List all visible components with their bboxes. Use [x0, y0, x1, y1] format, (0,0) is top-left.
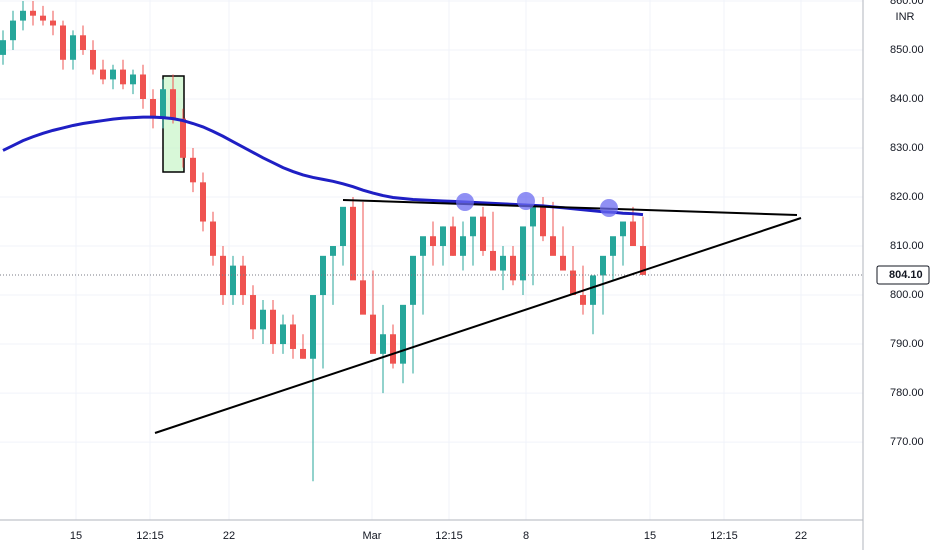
candle-body [210, 221, 216, 256]
candle-body [520, 226, 526, 281]
candle-body [470, 216, 476, 237]
resistance-line [342, 199, 798, 216]
x-tick-label: 22 [795, 530, 807, 542]
y-tick-label: 780.00 [890, 387, 924, 399]
last-price-tag [876, 265, 930, 285]
candle-body [620, 221, 626, 237]
y-tick-label: 810.00 [890, 240, 924, 252]
x-tick-label: 15 [644, 530, 656, 542]
candle-body [120, 69, 126, 85]
candle-body [0, 40, 6, 55]
y-tick-label: 800.00 [890, 289, 924, 301]
candle-body [580, 295, 586, 305]
candle-body [550, 236, 556, 256]
candle-body [290, 324, 296, 349]
candle-body [370, 314, 376, 354]
candle-body [280, 324, 286, 345]
candle-body [390, 334, 396, 364]
candle-body [270, 309, 276, 345]
x-tick-label: 12:15 [710, 530, 738, 542]
candle-body [530, 206, 536, 227]
candle-body [90, 49, 96, 70]
candle-body [510, 255, 516, 281]
candle-body [640, 246, 646, 275]
candle-body [590, 275, 596, 305]
axes: 770.00 780.00 790.00 800.00 810.00 820.00 830.… [70, 0, 930, 542]
candle-body [180, 118, 186, 158]
candle-body [140, 74, 146, 100]
touch-point [600, 199, 618, 217]
candle-body [360, 280, 366, 315]
y-tick-label: 790.00 [890, 338, 924, 350]
candle-body [430, 236, 436, 247]
candle-body [160, 89, 166, 119]
candle-body [560, 255, 566, 271]
touch-point [517, 192, 535, 210]
candle-body [600, 255, 606, 276]
candle-body [330, 246, 336, 256]
candle-body [320, 255, 326, 296]
candle-body [170, 89, 176, 119]
candle-body [100, 69, 106, 80]
x-tick-label: 15 [70, 530, 82, 542]
candle-body [260, 309, 266, 330]
candle-body [540, 206, 546, 237]
candle-body [350, 206, 356, 281]
currency-label: INR [896, 11, 915, 23]
y-tick-label: 860.00 [890, 0, 924, 7]
y-tick-label: 770.00 [890, 436, 924, 448]
x-tick-label: 8 [523, 530, 529, 542]
candle-body [200, 182, 206, 222]
candle-body [240, 265, 246, 296]
candle-body [300, 348, 306, 359]
candle-body [10, 20, 16, 41]
candle-body [420, 236, 426, 256]
candle-body [150, 99, 156, 119]
candle-body [480, 216, 486, 251]
x-tick-label: 22 [223, 530, 235, 542]
candle-body [340, 206, 346, 247]
candle-body [630, 221, 636, 247]
candle-body [190, 157, 196, 183]
candle-body [440, 226, 446, 247]
candle-body [230, 265, 236, 296]
last-price-label: 804.10 [889, 269, 923, 281]
touch-point [456, 193, 474, 211]
x-tick-label: Mar [363, 530, 382, 542]
candle-body [450, 226, 456, 256]
candle-body [130, 74, 136, 85]
candle-body [380, 334, 386, 354]
candle-body [30, 10, 36, 16]
y-tick-label: 850.00 [890, 44, 924, 56]
candle-body [250, 295, 256, 330]
candle-body [310, 295, 316, 359]
candle-body [490, 250, 496, 271]
x-tick-label: 12:15 [136, 530, 164, 542]
candle-body [570, 270, 576, 296]
x-tick-label: 12:15 [435, 530, 463, 542]
candle-body [110, 69, 116, 80]
candle-body [40, 15, 46, 21]
candle-body [60, 25, 66, 60]
candle-body [20, 10, 26, 21]
candle-body [50, 20, 56, 26]
candle-body [70, 35, 76, 60]
candle-body [80, 35, 86, 50]
candle-body [400, 304, 406, 364]
candle-body [610, 236, 616, 256]
support-line [154, 217, 802, 434]
candle-body [500, 255, 506, 271]
y-tick-label: 830.00 [890, 142, 924, 154]
y-tick-label: 840.00 [890, 93, 924, 105]
candle-body [460, 236, 466, 256]
candle-body [410, 255, 416, 305]
y-tick-label: 820.00 [890, 191, 924, 203]
